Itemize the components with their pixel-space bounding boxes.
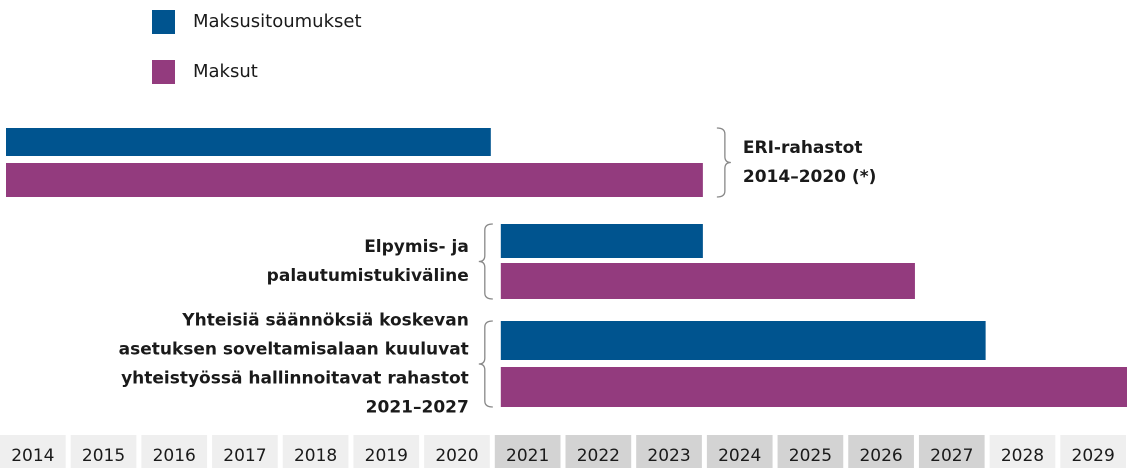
x-tick-label: 2028 [1001,446,1044,466]
year-box [777,435,844,468]
x-tick-label: 2020 [435,446,478,466]
group-label: 2014–2020 (*) [743,167,876,187]
group-label: Yhteisiä säännöksiä koskevan [181,311,469,331]
bar [500,367,1127,407]
bracket [478,320,493,408]
legend-label: Maksusitoumukset [193,11,362,32]
x-tick-label: 2015 [82,446,125,466]
x-tick-label: 2021 [506,446,549,466]
year-box [282,435,349,468]
bar [6,163,703,197]
group-label: yhteistyössä hallinnoitavat rahastot [121,369,469,389]
year-box [70,435,137,468]
bar [500,224,703,258]
year-box [494,435,561,468]
x-tick-label: 2016 [153,446,196,466]
year-box [848,435,914,468]
x-tick-label: 2017 [223,446,266,466]
group-label: 2021–2027 [366,398,469,418]
x-tick-label: 2019 [365,446,408,466]
year-box [565,435,632,468]
year-box [918,435,985,468]
year-box [0,435,66,468]
group-label: asetuksen soveltamisalaan kuuluvat [119,340,469,360]
year-box [424,435,490,468]
x-tick-label: 2025 [789,446,832,466]
x-tick-label: 2026 [859,446,902,466]
group-label: palautumistukiväline [267,266,469,286]
year-box [141,435,208,468]
bar [500,263,915,299]
year-box [353,435,420,468]
legend-swatch [152,60,175,84]
x-tick-label: 2018 [294,446,337,466]
legend-label: Maksut [193,61,258,82]
group-label: ERI-rahastot [743,138,863,158]
x-tick-label: 2029 [1072,446,1115,466]
x-tick-label: 2022 [577,446,620,466]
bracket [716,127,731,198]
x-tick-label: 2014 [11,446,54,466]
year-box [636,435,702,468]
year-box [706,435,773,468]
x-tick-label: 2024 [718,446,761,466]
bracket [478,223,493,300]
year-box [212,435,278,468]
x-tick-label: 2027 [930,446,973,466]
legend-swatch [152,10,175,34]
group-label: Elpymis- ja [364,237,469,257]
x-tick-label: 2023 [647,446,690,466]
year-box [989,435,1056,468]
year-box [1060,435,1126,468]
bar [6,128,491,156]
bar [500,321,986,360]
